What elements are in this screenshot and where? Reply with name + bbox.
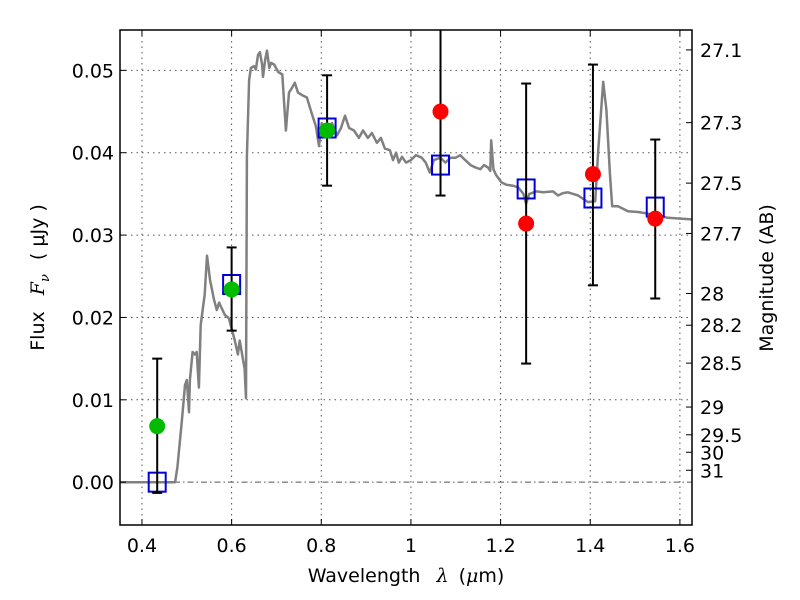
y2-tick-label: 30 — [700, 442, 724, 464]
y-tick-label: 0.01 — [72, 390, 114, 412]
spectrum-line — [120, 49, 692, 484]
y-tick-label: 0.00 — [72, 472, 114, 494]
x-axis-label: Wavelength λ (μm) — [308, 565, 505, 587]
observed-point — [149, 357, 166, 494]
plot-frame — [119, 29, 693, 526]
y-axis-label-text: Flux — [27, 311, 49, 351]
observed-point — [223, 246, 240, 332]
x-tick-label: 0.4 — [127, 535, 157, 557]
y-tick-label: 0.05 — [72, 60, 114, 82]
y-tick-label: 0.03 — [72, 225, 114, 247]
x-tick-label: 1.4 — [575, 535, 605, 557]
observed-point — [432, 30, 449, 197]
x-tick-label: 0.6 — [217, 535, 247, 557]
data-point — [319, 122, 336, 139]
y2-tick-label: 27.5 — [700, 173, 742, 195]
y2-tick-label: 27.3 — [700, 113, 742, 135]
y-tick-label: 0.04 — [72, 143, 114, 165]
y2-axis-label: Magnitude (AB) — [756, 204, 778, 352]
x-axis-unit-mu: μ — [466, 565, 478, 587]
y2-tick-label: 27.1 — [700, 40, 742, 62]
data-point — [518, 215, 535, 232]
x-axis-symbol: λ — [435, 565, 448, 587]
x-tick-label: 1.6 — [665, 535, 695, 557]
data-point — [223, 281, 240, 298]
y2-tick-label: 28.5 — [700, 353, 742, 375]
data-point — [647, 210, 664, 227]
x-tick-label: 1 — [405, 535, 417, 557]
y2-tick-label: 28 — [700, 283, 724, 305]
x-axis-label-text: Wavelength — [308, 565, 421, 587]
plot-area — [120, 30, 692, 494]
x-axis-unit-rest: m) — [478, 565, 504, 587]
axis-ticks: 0.4 0.6 0.8 1 1.2 1.4 1.6 0.00 0.01 0.02 0.03 0.04 0… — [72, 30, 742, 557]
x-tick-label: 0.8 — [306, 535, 336, 557]
y2-tick-label: 27.7 — [700, 223, 742, 245]
grid — [120, 30, 692, 525]
y2-tick-label: 29 — [700, 397, 724, 419]
observed-point — [647, 138, 664, 300]
y-tick-label: 0.02 — [72, 307, 114, 329]
y-axis-label: Flux Fν ( μJy ) — [27, 204, 54, 351]
y2-tick-label: 31 — [700, 460, 724, 482]
observed-point — [584, 63, 601, 287]
x-axis-unit-open: ( — [459, 565, 466, 587]
y2-tick-label: 28.2 — [700, 315, 742, 337]
y2-tick-label: 29.5 — [700, 425, 742, 447]
observed-point — [319, 74, 336, 187]
y-axis-symbol: F — [27, 281, 49, 296]
y-axis-unit: ( μJy ) — [27, 204, 49, 260]
data-point — [432, 103, 449, 120]
x-tick-label: 1.2 — [485, 535, 515, 557]
data-point — [584, 166, 601, 183]
y-axis-subscript: ν — [38, 274, 53, 282]
data-point — [149, 418, 166, 435]
observed-point — [518, 82, 535, 365]
